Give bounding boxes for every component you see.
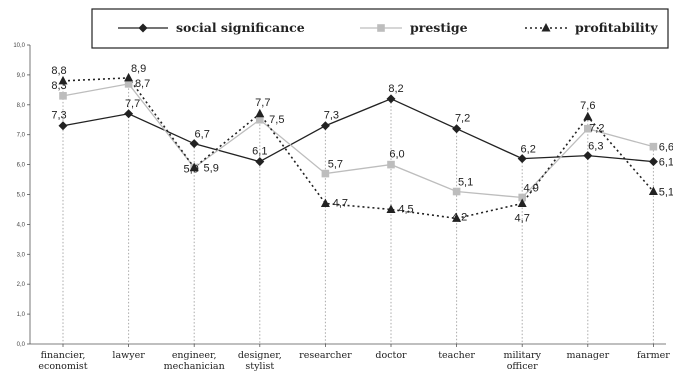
data-point-diamond	[138, 23, 148, 33]
data-label: 8,2	[388, 83, 403, 95]
data-label: 6,3	[588, 141, 603, 153]
legend-label: profitability	[575, 20, 658, 35]
data-label: 5,1	[458, 177, 473, 189]
data-label: 6,7	[195, 129, 210, 141]
data-point-triangle	[189, 162, 199, 172]
data-label: 7,7	[255, 97, 270, 109]
series-line	[62, 77, 655, 220]
data-label: 4,2	[452, 211, 467, 223]
data-point-diamond	[189, 139, 199, 149]
data-point-triangle	[255, 108, 265, 118]
x-tick-label: engineer, mechanician	[164, 350, 225, 372]
data-labels: 7,3 7,7 6,7 6,1 7,3 8,2 7,2 6,2 6,3 6,1 8,3 8,7 5,9 7…	[51, 63, 673, 225]
data-label: 4,5	[398, 203, 413, 215]
data-label: 5,7	[328, 159, 343, 171]
data-point-triangle	[124, 72, 134, 82]
x-tick-label: lawyer	[112, 350, 145, 361]
x-tick-label: doctor	[375, 350, 407, 361]
data-label: 8,7	[135, 78, 150, 90]
data-point-triangle	[320, 198, 330, 207]
data-point-triangle	[583, 111, 593, 121]
data-label: 7,3	[51, 110, 66, 122]
data-label: 7,6	[580, 100, 595, 112]
legend-label: prestige	[410, 20, 468, 35]
legend: social significance prestige profitability	[91, 8, 669, 49]
y-tick-label: 6,0	[17, 163, 26, 169]
data-point-square	[124, 80, 133, 88]
drop-lines	[62, 77, 654, 344]
data-label: 6,6	[659, 142, 673, 154]
data-point-triangle	[452, 213, 462, 222]
data-point-diamond	[386, 94, 396, 104]
data-label: 7,2	[589, 123, 604, 135]
data-point-diamond	[124, 109, 134, 119]
data-point-diamond	[255, 157, 265, 167]
series-line	[62, 83, 654, 199]
axes: 0,0 1,0 2,0 3,0 4,0 5,0 6,0 7,0 8,0 9,0 10,0 financ…	[13, 43, 670, 372]
data-point-square	[584, 124, 592, 133]
y-tick-label: 8,0	[17, 103, 26, 109]
y-tick-label: 0,0	[17, 342, 26, 348]
data-label: 8,8	[51, 65, 66, 77]
data-point-square	[649, 142, 658, 151]
legend-label: social significance	[176, 20, 305, 35]
data-label: 7,2	[455, 113, 470, 125]
data-point-diamond	[648, 157, 658, 167]
data-point-square	[518, 193, 526, 202]
data-label: 4,7	[333, 197, 348, 209]
data-point-triangle	[541, 23, 551, 32]
data-point-diamond	[517, 154, 527, 164]
x-tick-label: manager	[566, 350, 609, 361]
data-label: 5,1	[659, 187, 673, 199]
x-tick-label: farmer	[637, 350, 670, 361]
x-tick-label: financier, economist	[38, 350, 87, 372]
data-point-square	[452, 187, 461, 196]
data-label: 6,0	[389, 149, 404, 161]
data-point-triangle	[648, 186, 658, 196]
x-tick-label: researcher	[299, 350, 352, 361]
data-label: 7,5	[269, 114, 284, 126]
data-point-diamond	[58, 121, 68, 131]
x-tick-label: teacher	[438, 350, 475, 361]
y-tick-label: 1,0	[17, 312, 26, 318]
data-label: 8,3	[51, 80, 66, 92]
data-label: 7,7	[125, 98, 140, 110]
data-label: 4,9	[524, 182, 539, 194]
data-label: 4,7	[515, 212, 530, 224]
x-tick-label: military officer	[503, 350, 541, 372]
y-tick-label: 9,0	[17, 73, 26, 79]
data-label: 6,2	[521, 144, 536, 156]
x-tick-label: designer, stylist	[238, 350, 282, 372]
data-point-square	[256, 115, 264, 124]
y-tick-label: 3,0	[17, 252, 26, 258]
data-label: 7,3	[324, 110, 339, 122]
y-tick-label: 10,0	[13, 43, 25, 49]
data-point-triangle	[517, 198, 527, 207]
data-point-triangle	[58, 75, 68, 85]
data-label: 6,1	[252, 146, 267, 158]
data-label: 5,9	[184, 164, 199, 176]
series-lines	[62, 77, 655, 220]
data-label: 8,9	[131, 63, 146, 75]
data-point-diamond	[320, 121, 330, 131]
y-tick-label: 2,0	[17, 282, 26, 288]
y-tick-label: 7,0	[17, 133, 26, 139]
data-point-square	[321, 169, 330, 178]
data-point-triangle	[386, 204, 396, 213]
data-point-square	[377, 24, 385, 32]
markers	[58, 72, 658, 222]
data-label: 6,1	[659, 157, 673, 169]
series-line	[62, 98, 654, 163]
data-point-square	[59, 92, 67, 100]
data-point-square	[387, 160, 395, 169]
data-label: 5,9	[204, 163, 219, 175]
data-point-diamond	[583, 151, 593, 161]
data-point-diamond	[452, 124, 462, 134]
y-tick-label: 5,0	[17, 193, 26, 199]
y-tick-label: 4,0	[17, 222, 26, 228]
